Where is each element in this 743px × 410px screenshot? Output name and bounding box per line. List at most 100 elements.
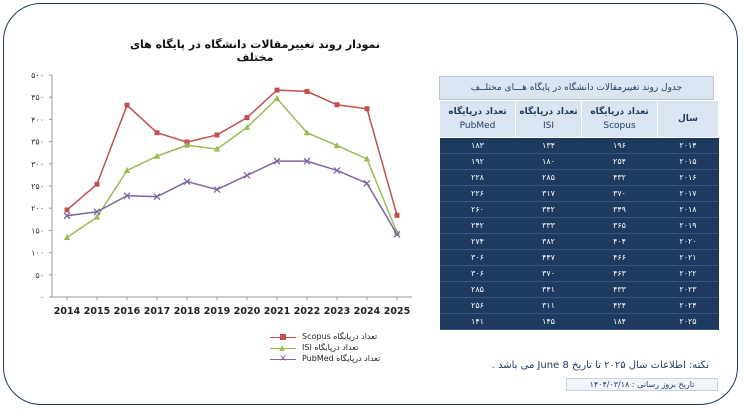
x-tick-label: 2015 — [84, 306, 110, 317]
table-cell: ۱۴۵ — [515, 313, 582, 330]
table-cell: ۴۴۷ — [515, 249, 582, 266]
table-cell: ۳۳۳ — [515, 217, 582, 234]
table-cell: ۲۶۰ — [439, 201, 516, 218]
table-row: ۱۹۲ ۱۸۰ ۲۵۴ ۲۰۱۵ — [439, 153, 719, 170]
series-line — [66, 160, 398, 235]
table-cell: ۴۳۲ — [581, 169, 658, 186]
table-cell: ۱۸۴ — [581, 313, 658, 330]
legend-label: تعداد درپایگاه PubMed — [302, 354, 381, 363]
data-point — [154, 130, 160, 136]
y-tick-label: ۳۵۰ — [31, 138, 44, 147]
line-chart: ۰ ۵۰ ۱۰۰ ۱۵۰ ۲۰۰ ۲۵۰ ۳۰۰ ۳۵۰ ۴۰۰ ۴۵۰ ۵۰۰ 2014 2015 20… — [31, 71, 412, 317]
table-cell: ۲۴۲ — [439, 217, 516, 234]
header-sublabel: Scopus — [603, 121, 636, 131]
x-tick-label: 2016 — [114, 306, 141, 317]
update-date: تاریخ بروز رسانی : ۱۴۰۴/۰۳/۱۸ — [566, 378, 718, 391]
data-point — [213, 186, 221, 194]
data-point — [243, 171, 251, 179]
table-row: ۲۵۶ ۳۱۱ ۴۲۴ ۲۰۲۴ — [439, 297, 719, 314]
page-frame — [3, 3, 738, 405]
data-point — [183, 141, 191, 148]
table-cell: ۲۰۱۴ — [657, 137, 719, 154]
table-cell: ۳۸۲ — [515, 233, 582, 250]
data-point — [304, 88, 310, 94]
table-header-cell: تعداد درپایگاه ISI — [515, 100, 582, 138]
x-tick-label: 2018 — [174, 306, 201, 317]
chart-axes: ۰ ۵۰ ۱۰۰ ۱۵۰ ۲۰۰ ۲۵۰ ۳۰۰ ۳۵۰ ۴۰۰ ۴۵۰ ۵۰۰ 2014 2015 20… — [31, 71, 412, 317]
legend-swatch — [270, 359, 296, 360]
y-tick-label: ۴۰۰ — [31, 115, 44, 124]
series-line — [66, 97, 398, 239]
table-cell: ۳۴۹ — [581, 201, 658, 218]
data-point — [243, 123, 251, 130]
table-cell: ۲۷۴ — [439, 233, 516, 250]
y-tick-label: ۳۰۰ — [31, 160, 44, 169]
table-cell: ۲۰۲۴ — [657, 297, 719, 314]
table-title: جدول روند تغییرمقالات دانشگاه در پایگاه … — [439, 76, 714, 100]
table-cell: ۳۶۵ — [581, 217, 658, 234]
table-cell: ۱۴۱ — [439, 313, 516, 330]
x-tick-label: 2021 — [264, 306, 290, 317]
data-point — [274, 87, 280, 93]
table-cell: ۲۸۵ — [515, 169, 582, 186]
x-tick-label: 2024 — [354, 306, 381, 317]
table-header-row: تعداد درپایگاه PubMed تعداد درپایگاه ISI تعد… — [439, 100, 719, 138]
x-tick-label: 2023 — [324, 306, 350, 317]
data-point — [214, 132, 220, 138]
table-cell: ۴۳۳ — [581, 281, 658, 298]
table-cell: ۲۰۲۱ — [657, 249, 719, 266]
table-cell: ۳۱۷ — [515, 185, 582, 202]
legend-marker: × — [279, 353, 288, 364]
table-cell: ۱۸۰ — [515, 153, 582, 170]
table-row: ۱۴۱ ۱۴۵ ۱۸۴ ۲۰۲۵ — [439, 313, 719, 330]
table-cell: ۲۲۶ — [439, 185, 516, 202]
table-row: ۲۸۵ ۳۴۱ ۴۳۳ ۲۰۲۳ — [439, 281, 719, 298]
x-tick-label: 2014 — [54, 306, 81, 317]
table-cell: ۲۰۲۰ — [657, 233, 719, 250]
table-row: ۲۷۴ ۳۸۲ ۴۰۴ ۲۰۲۰ — [439, 233, 719, 250]
table-row: ۳۰۶ ۴۴۷ ۴۶۶ ۲۰۲۱ — [439, 249, 719, 266]
data-point — [273, 157, 281, 165]
data-point — [363, 155, 371, 162]
data-point — [153, 152, 161, 159]
table-cell: ۱۹۶ — [581, 137, 658, 154]
table-cell: ۲۰۱۶ — [657, 169, 719, 186]
chart-title: نمودار روند تغییرمقالات دانشگاه در پایگا… — [129, 38, 381, 64]
legend-marker — [280, 334, 286, 340]
series-1 — [63, 95, 401, 241]
x-tick-label: 2020 — [234, 306, 261, 317]
y-tick-label: ۰ — [40, 293, 44, 302]
table-body: ۱۸۳ ۱۳۴ ۱۹۶ ۲۰۱۴ ۱۹۲ ۱۸۰ ۲۵۴ ۲۰۱۵ ۲۲۸ ۲۸۵ ۴۳۲ ۲۰۱۶ ۲… — [439, 137, 719, 330]
data-point — [333, 167, 341, 174]
data-point — [123, 192, 131, 200]
table-cell: ۳۷۰ — [515, 265, 582, 282]
data-point — [213, 145, 221, 152]
data-point — [363, 179, 371, 187]
chart-legend: تعداد درپایگاه Scopus تعداد درپایگاه ISI ×… — [270, 332, 450, 365]
x-tick-label: 2019 — [204, 306, 230, 317]
data-point — [333, 142, 341, 149]
table-header-cell: تعداد درپایگاه PubMed — [439, 100, 516, 138]
y-tick-label: ۵۰۰ — [31, 71, 44, 80]
table-cell: ۳۰۶ — [439, 249, 516, 266]
legend-label: تعداد درپایگاه ISI — [302, 343, 359, 352]
table-cell: ۲۰۲۵ — [657, 313, 719, 330]
y-tick-label: ۲۰۰ — [31, 204, 44, 213]
data-point — [393, 230, 401, 238]
table-cell: ۲۵۴ — [581, 153, 658, 170]
data-point — [394, 212, 400, 218]
table-cell: ۳۷۰ — [581, 185, 658, 202]
table-cell: ۴۰۴ — [581, 233, 658, 250]
data-point — [334, 102, 340, 108]
y-tick-label: ۲۵۰ — [31, 182, 44, 191]
table-cell: ۳۴۱ — [515, 281, 582, 298]
data-point — [183, 178, 191, 186]
table-row: ۲۴۲ ۳۳۳ ۳۶۵ ۲۰۱۹ — [439, 217, 719, 234]
x-tick-label: 2022 — [294, 306, 320, 317]
header-sublabel: ISI — [542, 121, 555, 131]
table-cell: ۳۱۱ — [515, 297, 582, 314]
table-cell: ۴۶۶ — [581, 249, 658, 266]
data-point — [123, 166, 131, 173]
table-cell: ۲۵۶ — [439, 297, 516, 314]
data-point — [94, 181, 100, 187]
